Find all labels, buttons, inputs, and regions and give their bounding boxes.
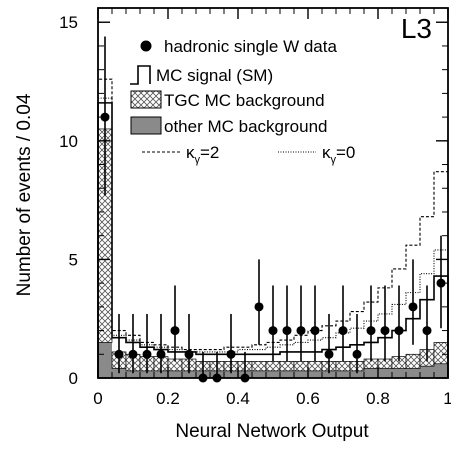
x-tick-label: 1	[443, 389, 451, 408]
x-axis-label: Neural Network Output	[175, 421, 369, 442]
other-mc-bin	[140, 370, 154, 378]
data-point	[170, 326, 180, 336]
tgc-mc-bin	[279, 361, 295, 372]
x-tick-label: 0.2	[156, 389, 180, 408]
legend-item-kappa0: κγ=0	[278, 143, 355, 166]
legend-signal-symbol	[130, 65, 151, 85]
data-point	[282, 326, 292, 336]
y-tick-label: 0	[69, 369, 78, 388]
other-mc-bin	[294, 370, 308, 378]
y-tick-label: 15	[59, 13, 78, 32]
other-mc-bin	[350, 370, 364, 378]
plot-frame	[97, 7, 449, 379]
data-point	[268, 326, 278, 336]
other-mc-bin	[336, 370, 350, 378]
legend-item-tgc: TGC MC background	[130, 90, 325, 110]
tgc-mc-bin	[335, 361, 351, 372]
other-mc-background-layer	[98, 342, 448, 378]
data-point	[324, 349, 334, 359]
other-mc-bin	[168, 370, 182, 378]
experiment-label: L3	[401, 13, 432, 44]
data-point	[380, 326, 390, 336]
other-mc-bin	[280, 370, 294, 378]
tgc-mc-bin	[293, 361, 309, 372]
legend-tgc-swatch	[130, 90, 162, 109]
tgc-mc-bin	[251, 361, 267, 372]
tgc-mc-bin	[265, 361, 281, 372]
other-mc-bin	[322, 370, 336, 378]
legend-tgc-label: TGC MC background	[164, 91, 325, 110]
legend-item-data: hadronic single W data	[140, 37, 337, 56]
y-tick-label: 10	[59, 132, 78, 151]
data-point	[226, 349, 236, 359]
data-point	[296, 326, 306, 336]
other-mc-bin	[406, 368, 420, 378]
data-point	[422, 326, 432, 336]
legend-data-marker	[140, 40, 152, 52]
data-point	[338, 326, 348, 336]
data-point	[352, 349, 362, 359]
legend-item-signal: MC signal (SM)	[130, 65, 273, 85]
legend-item-kappa2: κγ=2	[142, 143, 219, 166]
legend-signal-label: MC signal (SM)	[156, 66, 273, 85]
y-axis-label: Number of events / 0.04	[14, 93, 35, 296]
data-point	[142, 349, 152, 359]
other-mc-bin	[266, 370, 280, 378]
data-point	[128, 349, 138, 359]
kappa0-step-line	[97, 97, 449, 378]
kappa2-step-line	[97, 78, 449, 378]
data-point	[100, 112, 110, 122]
tgc-mc-bin	[307, 361, 323, 372]
x-tick-label: 0.4	[226, 389, 250, 408]
data-point	[408, 302, 418, 312]
x-tick-label: 0.6	[296, 389, 320, 408]
data-point	[156, 349, 166, 359]
other-mc-bin	[126, 370, 140, 378]
legend-other-label: other MC background	[164, 117, 327, 136]
other-mc-bin	[182, 370, 196, 378]
x-tick-label: 0	[93, 389, 102, 408]
data-point	[184, 349, 194, 359]
data-point	[394, 326, 404, 336]
x-tick-label: 0.8	[366, 389, 390, 408]
y-tick-label: 5	[69, 250, 78, 269]
other-mc-bin	[364, 368, 378, 378]
legend-kappa0-label: κγ=0	[322, 143, 355, 166]
other-mc-bin	[378, 368, 392, 378]
other-mc-bin	[434, 363, 448, 378]
legend-other-swatch	[130, 116, 162, 135]
other-mc-bin	[420, 366, 434, 378]
data-point	[366, 326, 376, 336]
other-mc-bin	[224, 370, 238, 378]
data-point	[254, 302, 264, 312]
legend-data-label: hadronic single W data	[164, 37, 337, 56]
other-mc-bin	[252, 370, 266, 378]
data-points-layer	[100, 36, 446, 383]
axis-ticks-layer	[97, 8, 449, 379]
data-point	[114, 349, 124, 359]
legend: hadronic single W data MC signal (SM) TG…	[130, 37, 355, 166]
other-mc-bin	[98, 342, 112, 378]
other-mc-bin	[308, 370, 322, 378]
data-point	[436, 278, 446, 288]
tgc-mc-bin	[405, 353, 421, 369]
data-point	[310, 326, 320, 336]
legend-kappa2-label: κγ=2	[186, 143, 219, 166]
other-mc-bin	[392, 368, 406, 378]
tgc-mc-bin	[433, 342, 449, 365]
other-mc-bin	[154, 370, 168, 378]
legend-item-other: other MC background	[130, 116, 327, 136]
